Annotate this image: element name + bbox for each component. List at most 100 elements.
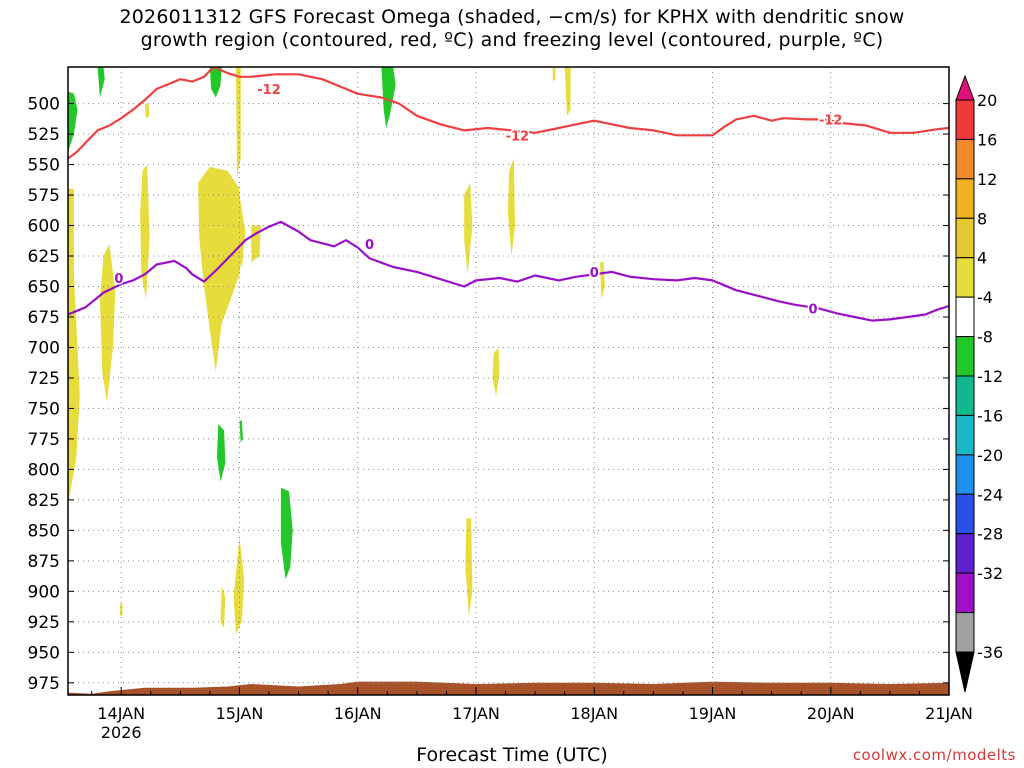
- y-tick-label: 925: [28, 613, 60, 633]
- colorbar-label: -12: [977, 367, 1003, 386]
- omega-region: [99, 243, 116, 403]
- chart-title: 2026011312 GFS Forecast Omega (shaded, −…: [0, 6, 1024, 52]
- x-tick-label: 15JAN: [216, 704, 264, 723]
- y-tick-label: 750: [28, 399, 60, 419]
- colorbar-label: -16: [977, 406, 1003, 425]
- x-axis-title: Forecast Time (UTC): [416, 744, 608, 766]
- colorbar-label: 20: [977, 91, 997, 110]
- colorbar-bottom-arrow: [955, 651, 975, 693]
- colorbar-label: 8: [977, 209, 987, 228]
- colorbar-label: 16: [977, 130, 997, 149]
- colorbar-bin: [955, 178, 975, 219]
- y-tick-label: 650: [28, 277, 60, 297]
- x-tick-sublabel: 2026: [101, 723, 142, 742]
- contour-label: -12: [506, 129, 530, 144]
- omega-region: [120, 603, 123, 616]
- plot-area: -12 -12 -12 0 0 0 0: [68, 67, 949, 695]
- plot-frame: [67, 66, 950, 696]
- omega-region: [220, 585, 226, 628]
- credit-text: coolwx.com/modelts: [852, 746, 1016, 764]
- x-tick-label: 19JAN: [689, 704, 737, 723]
- colorbar-label: -28: [977, 525, 1003, 544]
- contour-label: 0: [808, 302, 817, 317]
- x-tick-label: 16JAN: [334, 704, 382, 723]
- colorbar-label: -20: [977, 446, 1003, 465]
- colorbar-bin: [955, 257, 975, 298]
- y-tick-label: 550: [28, 156, 60, 176]
- omega-region: [144, 103, 150, 119]
- omega-region: [209, 67, 222, 98]
- contour-label: -12: [257, 83, 281, 98]
- contour-label: 0: [114, 272, 123, 287]
- y-tick-label: 950: [28, 643, 60, 663]
- colorbar-bin: [955, 572, 975, 614]
- contour-line: [68, 220, 949, 322]
- omega-region: [552, 67, 556, 82]
- colorbar-bin: [955, 533, 975, 574]
- colorbar-label: 12: [977, 170, 997, 189]
- contour-label: 0: [365, 238, 374, 253]
- omega-region: [600, 262, 605, 299]
- omega-region: [235, 67, 241, 177]
- y-tick-label: 800: [28, 460, 60, 480]
- omega-region: [227, 195, 246, 269]
- omega-region: [68, 91, 78, 153]
- colorbar-bin: [955, 612, 975, 653]
- y-tick-label: 500: [28, 95, 60, 115]
- omega-region: [140, 164, 150, 299]
- y-tick-label: 850: [28, 521, 60, 541]
- y-tick-label: 575: [28, 186, 60, 206]
- chart-title-line-2: growth region (contoured, red, ºC) and f…: [140, 29, 884, 51]
- contour-label: -12: [819, 113, 843, 128]
- x-tick-label: 21JAN: [925, 704, 973, 723]
- x-tick-label: 18JAN: [570, 704, 618, 723]
- colorbar-label: -32: [977, 564, 1003, 583]
- y-tick-label: 875: [28, 552, 60, 572]
- omega-region: [464, 182, 473, 275]
- colorbar-bin: [955, 296, 975, 338]
- y-tick-label: 975: [28, 674, 60, 694]
- omega-region: [280, 487, 293, 580]
- omega-region: [239, 420, 243, 443]
- colorbar-label: -36: [977, 643, 1003, 662]
- chart-title-line-1: 2026011312 GFS Forecast Omega (shaded, −…: [119, 6, 905, 28]
- y-tick-label: 775: [28, 430, 60, 450]
- y-tick-label: 625: [28, 247, 60, 267]
- omega-region: [492, 347, 500, 397]
- colorbar-top-arrow: [955, 74, 975, 101]
- y-tick-label: 825: [28, 491, 60, 511]
- colorbar-bin: [955, 138, 975, 180]
- y-tick-label: 525: [28, 125, 60, 145]
- colorbar-label: -24: [977, 485, 1003, 504]
- colorbar-bin: [955, 454, 975, 495]
- omega-region: [507, 158, 515, 256]
- terrain-fill: [68, 681, 949, 695]
- colorbar-label: -8: [977, 328, 993, 347]
- x-tick-label: 20JAN: [807, 704, 855, 723]
- colorbar-bin: [955, 99, 975, 140]
- y-tick-label: 675: [28, 308, 60, 328]
- x-tick-label: 14JAN: [97, 704, 145, 723]
- omega-region: [465, 518, 473, 616]
- y-tick-label: 725: [28, 369, 60, 389]
- omega-region: [97, 67, 105, 98]
- x-tick-label: 17JAN: [452, 704, 500, 723]
- colorbar-label: -4: [977, 288, 993, 307]
- colorbar-label: 4: [977, 249, 987, 268]
- colorbar-bin: [955, 217, 975, 259]
- y-tick-label: 600: [28, 217, 60, 237]
- contour-label: 0: [590, 266, 599, 281]
- omega-region: [564, 67, 571, 116]
- contour-line: [68, 67, 949, 160]
- omega-region: [381, 67, 396, 128]
- omega-region: [217, 424, 226, 482]
- omega-region: [233, 536, 245, 634]
- colorbar-bin: [955, 493, 975, 535]
- y-tick-label: 700: [28, 338, 60, 358]
- colorbar-bin: [955, 375, 975, 416]
- colorbar-bin: [955, 336, 975, 377]
- omega-region: [198, 167, 242, 372]
- colorbar-bin: [955, 414, 975, 456]
- y-tick-label: 900: [28, 582, 60, 602]
